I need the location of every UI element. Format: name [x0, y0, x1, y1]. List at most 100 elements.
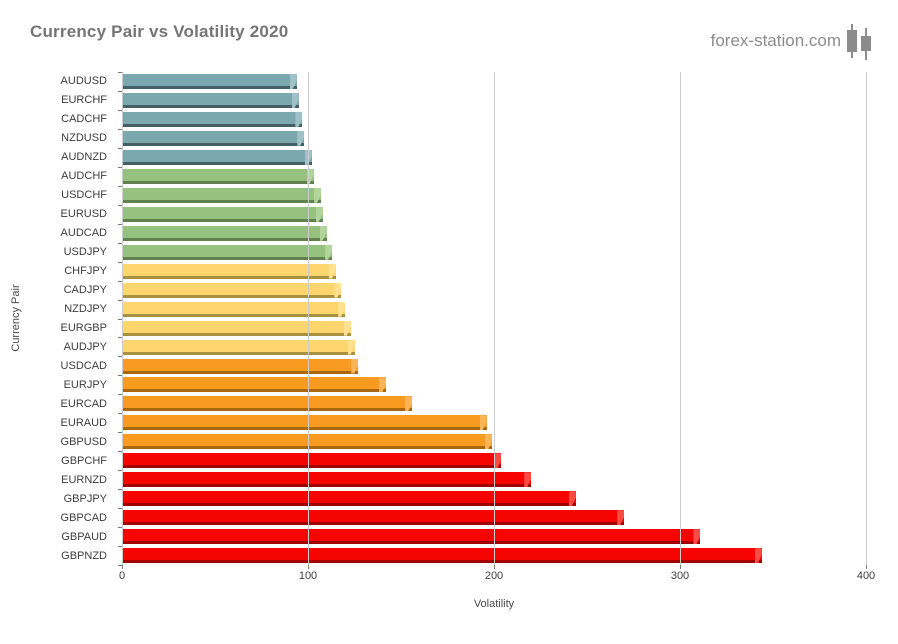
bar-audcad	[122, 225, 327, 241]
y-label-eurjpy: EURJPY	[63, 378, 107, 391]
brand: forex-station.com	[711, 22, 872, 60]
bar-row-audjpy	[122, 338, 866, 357]
bar-gbpchf	[122, 453, 502, 469]
bar-row-eurnzd	[122, 470, 866, 489]
y-label-nzdjpy: NZDJPY	[64, 303, 107, 316]
bar-eurusd	[122, 206, 323, 222]
x-tick-label-0: 0	[118, 570, 126, 582]
y-label-gbpnzd: GBPNZD	[61, 549, 107, 562]
bar-end-cap	[315, 206, 323, 222]
brand-text: forex-station.com	[710, 31, 841, 50]
bar-audusd	[122, 73, 297, 89]
x-axis-tick	[866, 565, 867, 569]
bar-row-audchf	[122, 167, 866, 186]
y-label-audchf: AUDCHF	[61, 170, 107, 183]
bar-row-gbpnzd	[122, 546, 866, 565]
bar-euraud	[122, 415, 487, 431]
y-axis-tick	[118, 109, 122, 111]
bar-eurgbp	[122, 320, 351, 336]
y-axis-tick	[118, 280, 122, 282]
bar-end-cap	[343, 320, 351, 336]
bar-eurnzd	[122, 472, 532, 488]
gridline-400	[866, 72, 867, 565]
bar-end-cap	[297, 130, 305, 146]
bar-eurchf	[122, 92, 299, 108]
y-label-eurusd: EURUSD	[60, 208, 107, 221]
bar-row-usdjpy	[122, 243, 866, 262]
bar-gbpaud	[122, 529, 701, 545]
bar-end-cap	[328, 263, 336, 279]
bar-row-audcad	[122, 224, 866, 243]
y-axis-tick	[118, 565, 122, 566]
bar-row-chfjpy	[122, 262, 866, 281]
bar-end-cap	[347, 339, 355, 355]
bar-row-eurusd	[122, 205, 866, 224]
y-axis-tick	[118, 261, 122, 263]
bar-gbpcad	[122, 510, 625, 526]
x-axis-tick	[122, 565, 123, 569]
bar-end-cap	[405, 396, 413, 412]
bar-usdjpy	[122, 244, 333, 260]
bar-end-cap	[485, 434, 493, 450]
bar-end-cap	[617, 510, 625, 526]
bar-end-cap	[291, 92, 299, 108]
bar-row-audusd	[122, 72, 866, 91]
gridline-0	[122, 72, 123, 565]
bar-eurjpy	[122, 377, 387, 393]
x-axis-tick-labels: 0 100 200 300 400	[118, 570, 875, 584]
bar-usdchf	[122, 187, 322, 203]
y-label-eurgbp: EURGBP	[60, 322, 107, 335]
x-tick-label-300: 300	[670, 570, 690, 582]
y-label-gbpcad: GBPCAD	[60, 511, 107, 524]
bar-gbpjpy	[122, 491, 576, 507]
bar-rows	[122, 72, 866, 565]
bar-end-cap	[319, 225, 327, 241]
y-axis-tick	[118, 318, 122, 320]
y-label-chfjpy: CHFJPY	[64, 265, 107, 278]
bar-end-cap	[338, 301, 346, 317]
y-label-usdchf: USDCHF	[61, 189, 107, 202]
bar-row-gbpchf	[122, 451, 866, 470]
y-label-gbpchf: GBPCHF	[61, 454, 107, 467]
y-label-usdcad: USDCAD	[60, 360, 107, 373]
x-tick-label-400: 400	[856, 570, 876, 582]
y-label-eurchf: EURCHF	[61, 94, 107, 107]
bar-chfjpy	[122, 263, 336, 279]
bar-row-eurgbp	[122, 319, 866, 338]
plot-area	[118, 72, 867, 569]
candlestick-chart-icon	[846, 22, 872, 60]
bar-row-cadchf	[122, 110, 866, 129]
bar-row-gbpaud	[122, 527, 866, 546]
y-axis-tick	[118, 128, 122, 130]
x-axis-tick	[494, 565, 495, 569]
x-tick-label-100: 100	[298, 570, 318, 582]
bar-row-eurjpy	[122, 376, 866, 395]
bar-audnzd	[122, 149, 312, 165]
bar-cadjpy	[122, 282, 342, 298]
bar-end-cap	[693, 529, 701, 545]
y-axis-tick	[118, 394, 122, 396]
bar-row-eurcad	[122, 394, 866, 413]
y-axis-tick	[118, 166, 122, 168]
y-axis-tick	[118, 204, 122, 206]
y-label-gbpaud: GBPAUD	[61, 530, 107, 543]
y-axis-tick	[118, 356, 122, 358]
bar-row-gbpcad	[122, 508, 866, 527]
y-label-audcad: AUDCAD	[60, 227, 107, 240]
y-axis-tick	[118, 508, 122, 510]
y-label-gbpjpy: GBPJPY	[63, 492, 107, 505]
bar-audjpy	[122, 339, 355, 355]
bar-end-cap	[295, 111, 303, 127]
y-label-euraud: EURAUD	[60, 416, 107, 429]
gridline-100	[308, 72, 309, 565]
bar-gbpnzd	[122, 548, 762, 564]
bar-row-nzdusd	[122, 129, 866, 148]
bar-end-cap	[494, 453, 502, 469]
bar-gbpusd	[122, 434, 493, 450]
y-axis-labels: AUDUSD EURCHF CADCHF NZDUSD AUDNZD AUDCHF USDC…	[0, 72, 115, 565]
y-label-cadchf: CADCHF	[61, 113, 107, 126]
bar-row-usdcad	[122, 357, 866, 376]
y-axis-tick	[118, 546, 122, 548]
y-axis-tick	[118, 489, 122, 491]
bar-end-cap	[379, 377, 387, 393]
